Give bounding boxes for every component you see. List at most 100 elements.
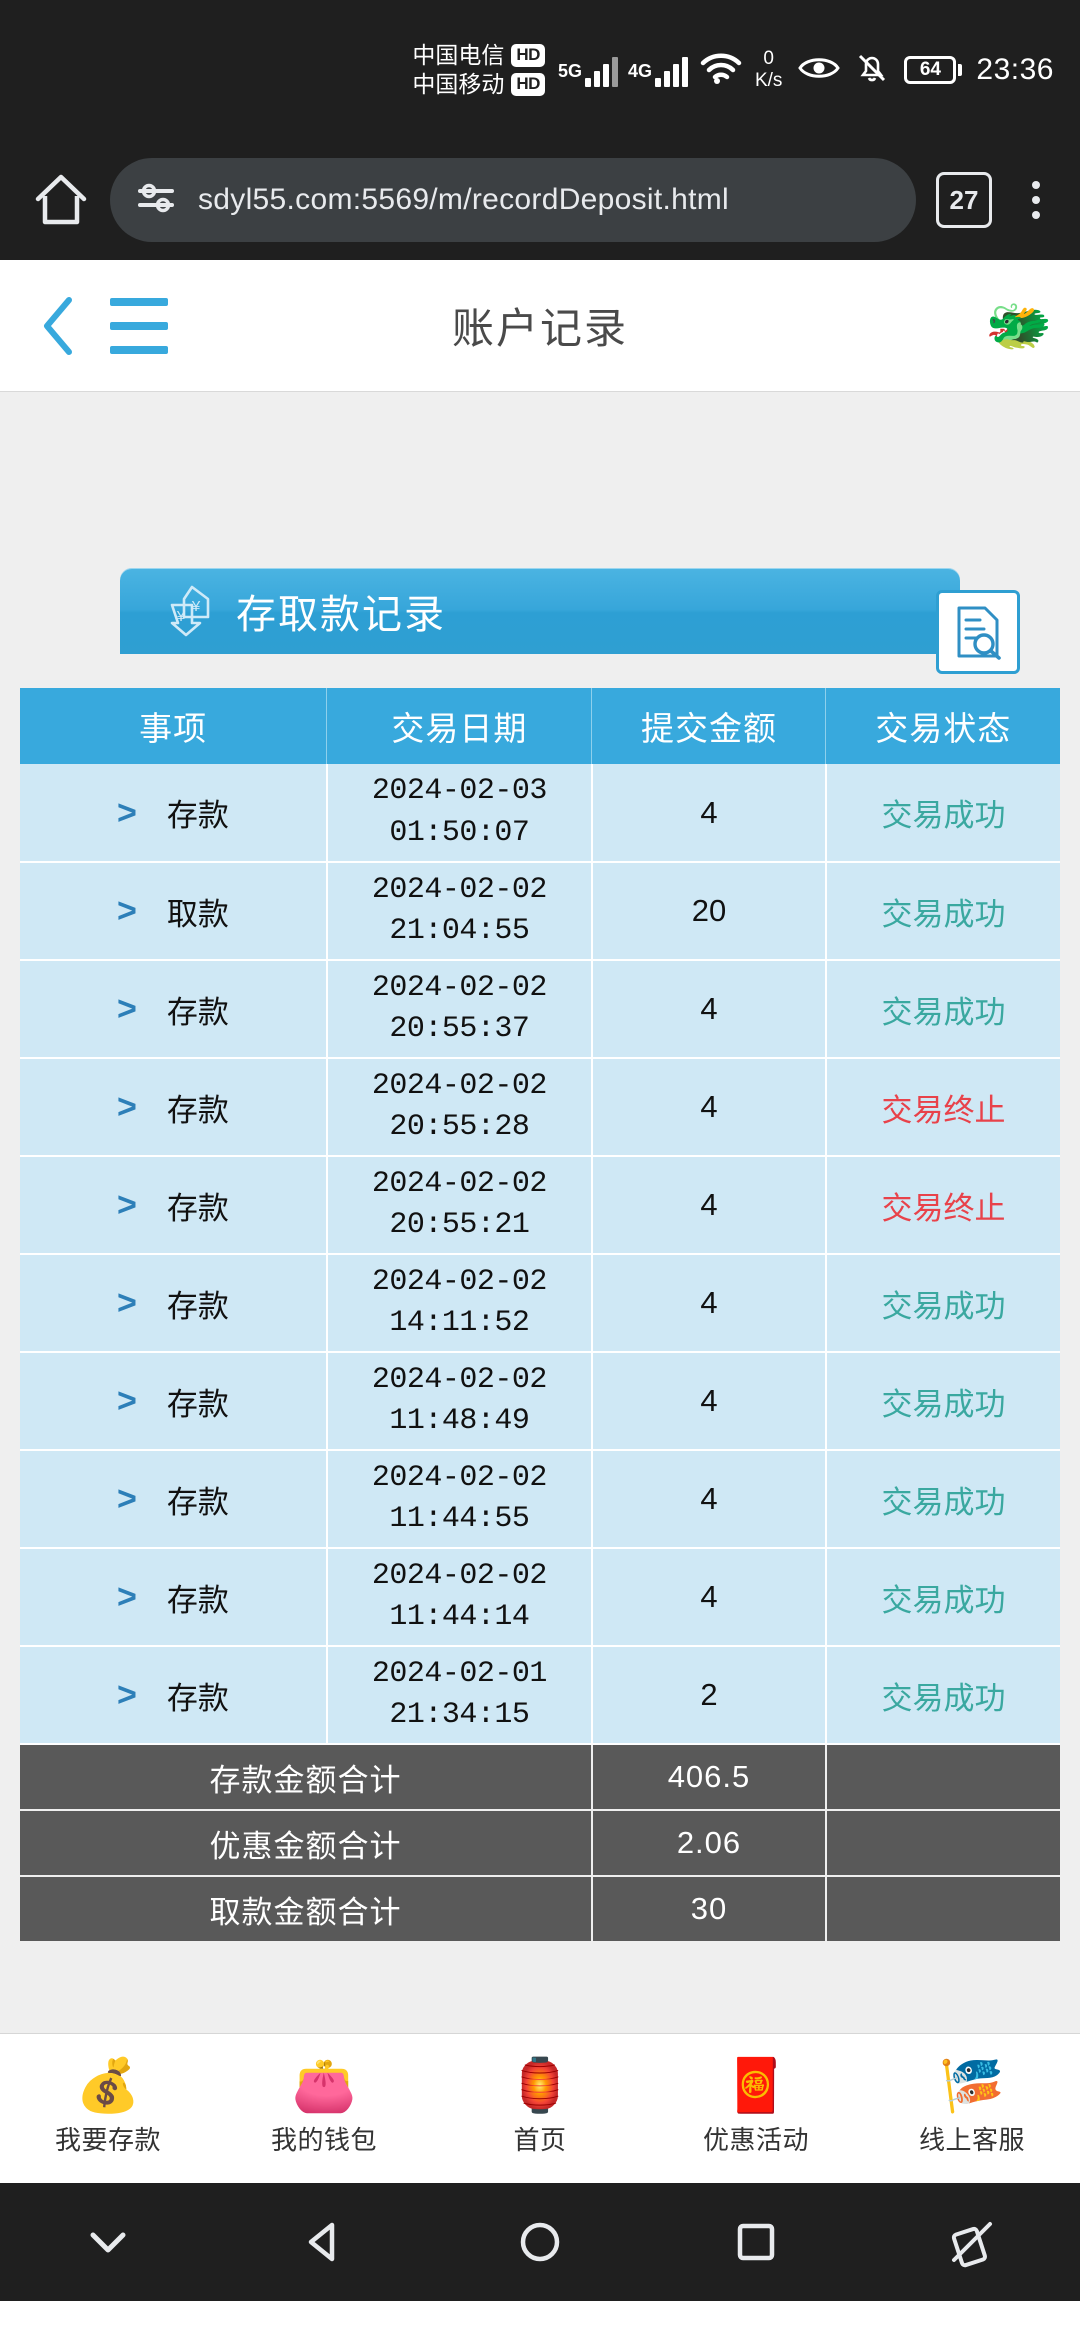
service-fu-icon: 🎏 — [939, 2057, 1005, 2115]
table-row[interactable]: > 存款 2024-02-03 01:50:07 4 交易成功 — [20, 764, 1060, 863]
date-value: 2024-02-02 — [371, 1166, 548, 1201]
cell-date: 2024-02-02 11:48:49 — [326, 1352, 593, 1451]
cell-status: 交易成功 — [825, 862, 1060, 961]
network-type-2-label: 4G — [627, 61, 652, 81]
time-value: 11:44:14 — [389, 1600, 530, 1634]
total-empty — [825, 1876, 1060, 1943]
status-badge: 交易成功 — [881, 1386, 1006, 1422]
time-value: 11:48:49 — [389, 1404, 530, 1438]
date-value: 2024-02-02 — [371, 1264, 548, 1299]
avatar[interactable]: 🐲 — [985, 295, 1053, 356]
table-row[interactable]: > 存款 2024-02-02 11:44:55 4 交易成功 — [20, 1450, 1060, 1549]
document-search-icon[interactable] — [936, 590, 1020, 674]
chevron-right-icon[interactable]: > — [116, 793, 137, 832]
nav-item-1[interactable]: 💰 我要存款 — [0, 2060, 216, 2157]
deposit-withdraw-icon: ¥ ¥ — [162, 583, 218, 639]
cell-date: 2024-02-02 11:44:14 — [326, 1548, 593, 1647]
chevron-right-icon[interactable]: > — [116, 892, 137, 930]
cell-amount: 4 — [591, 1352, 827, 1451]
cell-amount: 4 — [591, 1548, 827, 1647]
chevron-right-icon[interactable]: > — [116, 1088, 137, 1126]
section-banner-title: 存取款记录 — [236, 593, 446, 637]
chevron-right-icon[interactable]: > — [116, 1186, 137, 1224]
cell-item[interactable]: > 存款 — [20, 1156, 328, 1255]
hamburger-menu-icon[interactable] — [94, 286, 184, 366]
table-header-row: 事项 交易日期 提交金额 交易状态 — [20, 688, 1060, 764]
nav-item-4[interactable]: 🧧 优惠活动 — [648, 2060, 864, 2157]
signal-bars-icon-2 — [654, 53, 688, 87]
cell-amount: 4 — [591, 1450, 827, 1549]
total-row: 存款金额合计 406.5 — [20, 1744, 1060, 1811]
cell-item[interactable]: > 取款 — [20, 862, 328, 961]
rotate-screen-icon[interactable] — [927, 2197, 1017, 2287]
bottom-navigation: 💰 我要存款 👛 我的钱包 🏮 首页 🧧 优惠活动 🎏 线上客服 — [0, 2033, 1080, 2183]
table-totals: 存款金额合计 406.5 优惠金额合计 2.06 取款金额合计 30 — [20, 1744, 1060, 1943]
time-value: 01:50:07 — [389, 815, 530, 850]
content-top-spacer — [0, 392, 1080, 568]
cell-item[interactable]: > 存款 — [20, 1450, 328, 1549]
table-row[interactable]: > 存款 2024-02-02 11:48:49 4 交易成功 — [20, 1352, 1060, 1451]
cell-status: 交易成功 — [825, 1254, 1060, 1353]
cell-item[interactable]: > 存款 — [20, 1548, 328, 1647]
total-row: 优惠金额合计 2.06 — [20, 1810, 1060, 1877]
cell-status: 交易终止 — [825, 1058, 1060, 1157]
nav-item-5[interactable]: 🎏 线上客服 — [864, 2060, 1080, 2157]
home-icon[interactable] — [18, 157, 104, 243]
status-badge: 交易终止 — [881, 1190, 1006, 1226]
status-badge: 交易成功 — [881, 994, 1006, 1030]
carrier-line-1: 中国电信 HD — [412, 41, 545, 70]
section-banner-wrap: ¥ ¥ 存取款记录 — [120, 568, 1020, 674]
transactions-table: 事项 交易日期 提交金额 交易状态 > 存款 2024-02-03 01:50:07 4… — [20, 688, 1060, 1943]
table-row[interactable]: > 存款 2024-02-02 14:11:52 4 交易成功 — [20, 1254, 1060, 1353]
cell-status: 交易成功 — [825, 1450, 1060, 1549]
table-row[interactable]: > 存款 2024-02-01 21:34:15 2 交易成功 — [20, 1646, 1060, 1745]
total-row: 取款金额合计 30 — [20, 1876, 1060, 1943]
cell-item[interactable]: > 存款 — [20, 1254, 328, 1353]
cell-item[interactable]: > 存款 — [20, 1646, 328, 1745]
address-bar[interactable]: sdyl55.com:5569/m/recordDeposit.html — [110, 158, 916, 242]
nav-item-label: 我的钱包 — [270, 2125, 377, 2155]
tune-icon[interactable] — [136, 178, 176, 223]
total-value: 2.06 — [591, 1810, 827, 1877]
carrier-2-label: 中国移动 — [412, 71, 505, 97]
nav-item-3[interactable]: 🏮 首页 — [432, 2060, 648, 2157]
url-text[interactable]: sdyl55.com:5569/m/recordDeposit.html — [198, 183, 730, 216]
cell-item[interactable]: > 存款 — [20, 1058, 328, 1157]
status-badge: 交易终止 — [881, 1092, 1006, 1128]
table-row[interactable]: > 存款 2024-02-02 20:55:21 4 交易终止 — [20, 1156, 1060, 1255]
home-circle-icon[interactable] — [495, 2197, 585, 2287]
browser-toolbar: sdyl55.com:5569/m/recordDeposit.html 27 — [0, 140, 1080, 260]
chevron-right-icon[interactable]: > — [116, 1578, 137, 1616]
tab-counter-button[interactable]: 27 — [936, 172, 992, 228]
table-row[interactable]: > 存款 2024-02-02 11:44:14 4 交易成功 — [20, 1548, 1060, 1647]
cell-amount: 4 — [591, 1156, 827, 1255]
item-label: 存款 — [166, 1582, 229, 1618]
cell-item[interactable]: > 存款 — [20, 960, 328, 1059]
bell-muted-icon — [854, 50, 890, 91]
back-triangle-icon[interactable] — [279, 2197, 369, 2287]
date-value: 2024-02-02 — [371, 1558, 548, 1593]
chevron-right-icon[interactable]: > — [116, 1676, 137, 1714]
kebab-menu-icon[interactable] — [1010, 165, 1062, 235]
cell-item[interactable]: > 存款 — [20, 764, 328, 863]
table-body: > 存款 2024-02-03 01:50:07 4 交易成功 > 取款 2024-02-02 2… — [20, 764, 1060, 1745]
item-label: 存款 — [166, 1092, 229, 1128]
chevron-down-icon[interactable] — [63, 2197, 153, 2287]
chevron-right-icon[interactable]: > — [116, 1382, 137, 1420]
table-row[interactable]: > 取款 2024-02-02 21:04:55 20 交易成功 — [20, 862, 1060, 961]
nav-item-2[interactable]: 👛 我的钱包 — [216, 2060, 432, 2157]
cell-status: 交易成功 — [825, 1548, 1060, 1647]
chevron-right-icon[interactable]: > — [116, 1480, 137, 1518]
table-row[interactable]: > 存款 2024-02-02 20:55:28 4 交易终止 — [20, 1058, 1060, 1157]
cell-item[interactable]: > 存款 — [20, 1352, 328, 1451]
chevron-right-icon[interactable]: > — [116, 990, 137, 1028]
column-header-amount: 提交金额 — [591, 688, 827, 764]
chevron-right-icon[interactable]: > — [116, 1284, 137, 1322]
recents-square-icon[interactable] — [711, 2197, 801, 2287]
cell-status: 交易成功 — [825, 960, 1060, 1059]
table-row[interactable]: > 存款 2024-02-02 20:55:37 4 交易成功 — [20, 960, 1060, 1059]
money-bag-icon: 💰 — [75, 2057, 141, 2115]
item-label: 存款 — [166, 1386, 229, 1422]
date-value: 2024-02-03 — [371, 774, 548, 809]
back-button[interactable] — [24, 286, 94, 366]
